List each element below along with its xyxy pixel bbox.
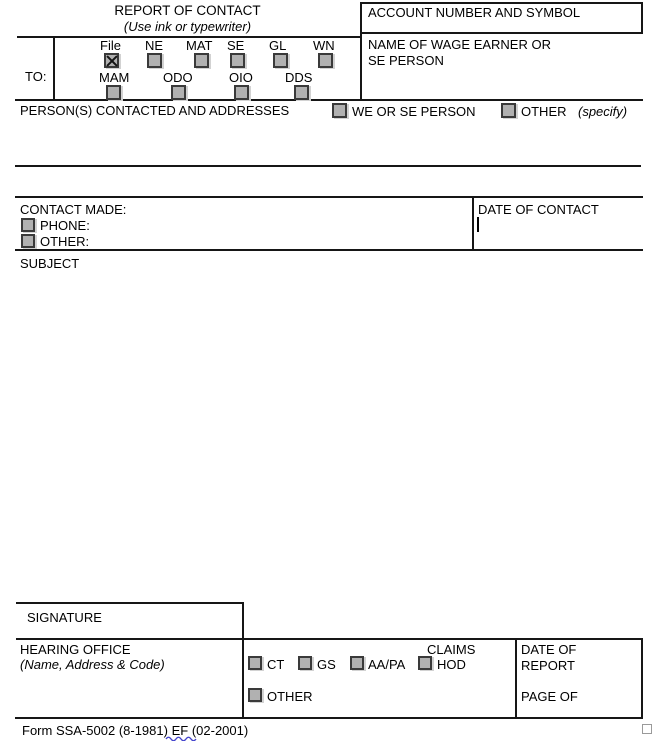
to-gl-label: GL (269, 38, 287, 53)
to-oio-label: OIO (229, 70, 253, 85)
divider-account-bottom (360, 32, 643, 34)
corner-empty-checkbox (642, 724, 652, 734)
text-cursor (477, 217, 479, 232)
to-label: TO: (25, 69, 47, 84)
divider-contact-bottom (15, 249, 643, 251)
persons-other-label: OTHER (521, 104, 567, 119)
divider-signature-right (242, 602, 244, 719)
to-checkbox-gl[interactable] (273, 53, 288, 68)
divider-account-top (360, 2, 643, 4)
claims-gs-label: GS (317, 657, 336, 672)
to-file-label: File (100, 38, 121, 53)
to-checkbox-wn[interactable] (318, 53, 333, 68)
to-wn-label: WN (313, 38, 335, 53)
to-checkbox-se[interactable] (230, 53, 245, 68)
hearing-office-label: HEARING OFFICE (20, 642, 131, 657)
to-mat-label: MAT (186, 38, 213, 53)
claims-other-label: OTHER (267, 689, 313, 704)
hearing-office-sublabel: (Name, Address & Code) (20, 657, 165, 672)
divider-bottom (15, 717, 643, 719)
claims-hod-label: HOD (437, 657, 466, 672)
contact-other-checkbox[interactable] (21, 234, 35, 248)
subject-field[interactable] (16, 272, 641, 600)
contact-phone-checkbox[interactable] (21, 218, 35, 232)
spellchecked-word: EF (171, 723, 189, 738)
persons-other-checkbox[interactable] (501, 103, 516, 118)
form-revision-text: (02-2001) (191, 723, 249, 738)
divider-claims-right (515, 638, 517, 718)
claims-checkbox-other[interactable] (248, 688, 262, 702)
subject-label: SUBJECT (20, 256, 80, 271)
claims-checkbox-hod[interactable] (418, 656, 432, 670)
to-checkbox-mat[interactable] (194, 53, 209, 68)
date-of-contact-label: DATE OF CONTACT (478, 202, 599, 217)
contact-made-label: CONTACT MADE: (20, 202, 127, 217)
divider-account-right (641, 2, 643, 33)
spellcheck-squiggle-underline (165, 736, 197, 741)
page-of-label: PAGE OF (521, 689, 578, 704)
claims-checkbox-aapa[interactable] (350, 656, 364, 670)
page-title: REPORT OF CONTACT (114, 3, 261, 18)
persons-contacted-label: PERSON(S) CONTACTED AND ADDRESSES (20, 103, 290, 118)
to-checkbox-odo[interactable] (171, 85, 186, 100)
to-dds-label: DDS (285, 70, 313, 85)
signature-label: SIGNATURE (27, 610, 102, 625)
date-of-contact-field[interactable] (475, 215, 640, 248)
wage-earner-label: NAME OF WAGE EARNER OR SE PERSON (368, 37, 551, 68)
persons-contacted-field[interactable] (16, 120, 641, 164)
to-checkbox-file[interactable] (104, 53, 119, 68)
divider-hearing-top (16, 638, 643, 640)
we-or-se-checkbox[interactable] (332, 103, 347, 118)
date-of-report-label: DATE OF REPORT (521, 642, 577, 673)
divider-signature-top (16, 602, 242, 604)
divider-to-top (17, 36, 360, 38)
to-mam-label: MAM (99, 70, 130, 85)
page-subtitle: (Use ink or typewriter) (123, 19, 252, 34)
to-ne-label: NE (145, 38, 164, 53)
claims-checkbox-ct[interactable] (248, 656, 262, 670)
divider-report-right (641, 638, 643, 718)
to-se-label: SE (227, 38, 245, 53)
persons-other-specify-label: (specify) (578, 104, 628, 119)
form-id-text: Form SSA-5002 (8-1981) (22, 723, 168, 738)
claims-aapa-label: AA/PA (368, 657, 406, 672)
divider-persons-top (15, 99, 643, 101)
divider-header-vertical (360, 2, 362, 100)
claims-checkbox-gs[interactable] (298, 656, 312, 670)
divider-contact-top (15, 196, 643, 198)
to-checkbox-dds[interactable] (294, 85, 309, 100)
divider-date-of-contact (472, 196, 474, 251)
to-checkbox-mam[interactable] (106, 85, 121, 100)
form-number: Form SSA-5002 (8-1981) EF (02-2001) (22, 723, 248, 738)
divider-to-cell (53, 36, 55, 99)
divider-persons-bottom (15, 165, 641, 167)
contact-other-label: OTHER: (40, 234, 90, 249)
claims-label: CLAIMS (427, 642, 476, 657)
contact-phone-label: PHONE: (40, 218, 90, 233)
claims-ct-label: CT (267, 657, 285, 672)
to-checkbox-ne[interactable] (147, 53, 162, 68)
account-number-label: ACCOUNT NUMBER AND SYMBOL (368, 5, 581, 20)
to-odo-label: ODO (163, 70, 193, 85)
we-or-se-label: WE OR SE PERSON (352, 104, 476, 119)
to-checkbox-oio[interactable] (234, 85, 249, 100)
